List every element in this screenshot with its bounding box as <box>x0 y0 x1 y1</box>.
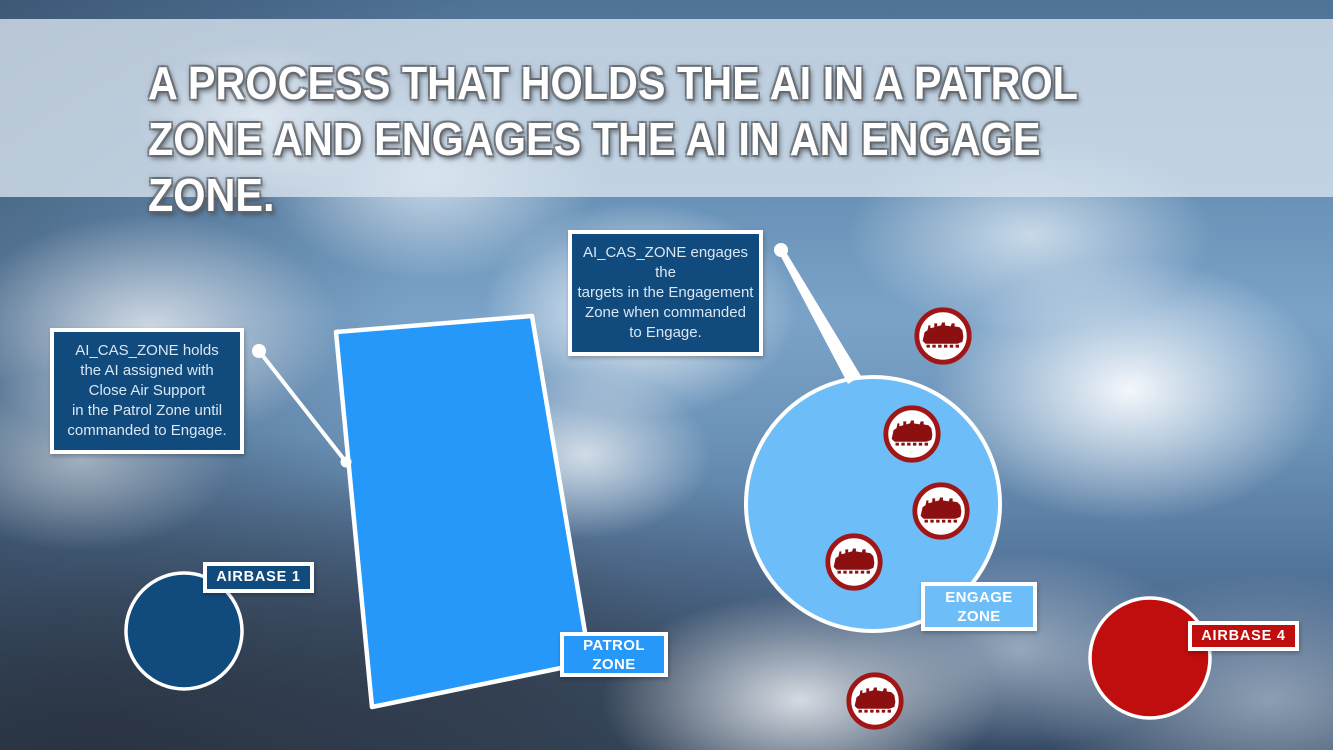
patrol-zone-shape <box>333 313 593 710</box>
engage-zone-label: ENGAGE ZONE <box>921 582 1037 631</box>
engage-callout-connector-line <box>774 243 861 384</box>
engage-callout: AI_CAS_ZONE engages the targets in the E… <box>568 230 763 356</box>
tank-icon <box>828 536 880 588</box>
patrol-callout-connector-line <box>252 344 352 468</box>
tank-icon <box>849 675 901 727</box>
airbase-1-label: AIRBASE 1 <box>203 562 314 593</box>
engage-callout-text: AI_CAS_ZONE engages the targets in the E… <box>577 244 754 341</box>
airbase-1-shape <box>124 571 244 691</box>
airbase-4-label: AIRBASE 4 <box>1188 621 1299 651</box>
patrol-hold-callout: AI_CAS_ZONE holds the AI assigned with C… <box>50 328 244 454</box>
slide-title: A PROCESS THAT HOLDS THE AI IN A PATROL … <box>148 57 1078 221</box>
patrol-hold-callout-text: AI_CAS_ZONE holds the AI assigned with C… <box>67 342 227 439</box>
tank-icon <box>915 485 967 537</box>
patrol-zone-label: PATROL ZONE <box>560 632 668 677</box>
tank-icon <box>886 408 938 460</box>
tank-icon <box>917 310 969 362</box>
title-banner: A PROCESS THAT HOLDS THE AI IN A PATROL … <box>0 19 1333 221</box>
airbase-4-shape <box>1088 596 1212 720</box>
